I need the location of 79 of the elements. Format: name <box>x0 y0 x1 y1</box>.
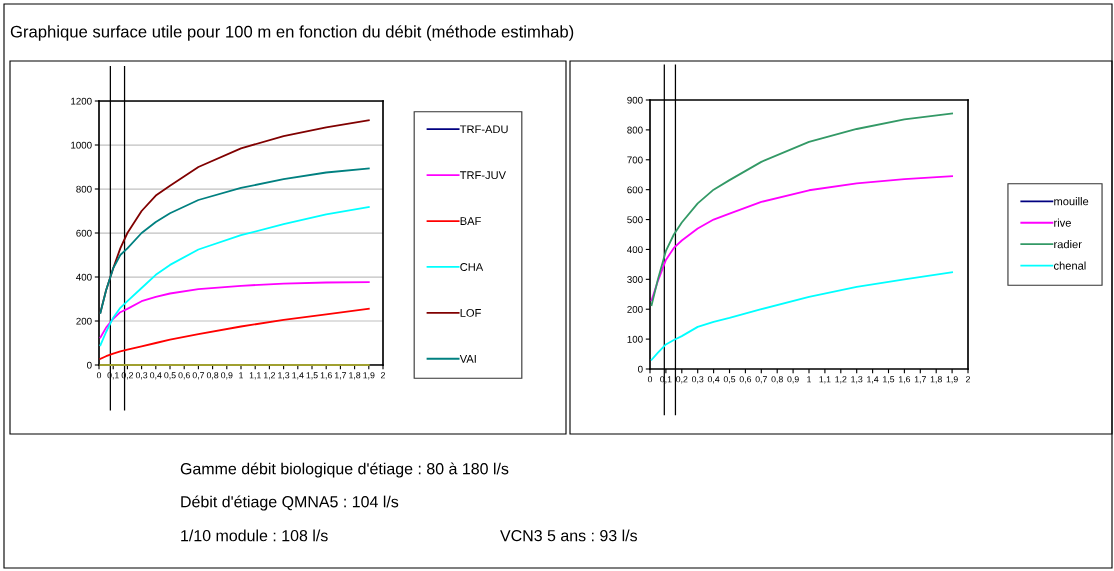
x-tick-label: 0,6 <box>739 376 752 384</box>
line-series <box>99 119 370 314</box>
y-tick-label: 300 <box>627 276 643 283</box>
y-tick-label: 200 <box>76 317 92 325</box>
x-tick-label: 1,1 <box>819 376 831 384</box>
x-tick-label: 0,3 <box>691 376 704 384</box>
legend-label: mouille <box>1054 197 1089 206</box>
y-tick-label: 700 <box>627 156 643 164</box>
x-tick-label: 2 <box>381 372 385 379</box>
text: 1/10 module : 108 l/s <box>181 529 328 542</box>
x-tick-label: 0 <box>96 372 102 379</box>
y-tick-label: 500 <box>627 216 643 224</box>
legend-label: TRF-JUV <box>459 171 506 180</box>
line-series <box>99 206 370 347</box>
line-series <box>650 175 954 302</box>
x-tick-label: 1,1 <box>249 372 261 380</box>
y-tick-label: 200 <box>627 305 643 313</box>
y-tick-label: 600 <box>76 229 92 237</box>
legend-label: BAF <box>460 217 481 225</box>
y-tick-label: 400 <box>627 246 643 254</box>
x-tick-label: 0,8 <box>771 376 783 384</box>
x-tick-label: 1,8 <box>930 376 942 384</box>
x-tick-label: 0,8 <box>206 372 219 380</box>
x-tick-label: 0,7 <box>192 372 205 380</box>
x-tick-label: 0,7 <box>755 376 767 384</box>
x-tick-label: 1,8 <box>349 372 361 380</box>
legend-label: VAI <box>459 355 476 363</box>
x-tick-label: 0,3 <box>135 372 148 380</box>
legend-label: rive <box>1054 218 1071 227</box>
x-tick-label: 1,7 <box>914 376 926 384</box>
x-tick-label: 1,9 <box>363 372 375 380</box>
x-tick-label: 0,5 <box>164 372 176 380</box>
y-tick-label: 0 <box>638 365 643 373</box>
chart-title: Graphique surface utile pour 100 m en fonction du débit (méthode estimhab) <box>10 25 574 41</box>
y-tick-label: 900 <box>627 96 643 104</box>
y-tick-label: 800 <box>76 185 92 193</box>
line-series <box>99 167 370 314</box>
legend-label: LOF <box>460 308 481 317</box>
x-tick-label: 1,5 <box>306 372 318 380</box>
x-tick-label: 0 <box>647 376 653 383</box>
x-tick-label: 1,3 <box>278 372 290 380</box>
x-tick-label: 0,9 <box>787 376 799 384</box>
text: Débit d'étiage QMNA5 : 104 l/s <box>181 495 399 511</box>
y-tick-label: 600 <box>627 186 643 194</box>
line-series <box>99 281 370 339</box>
x-tick-label: 0,4 <box>707 376 720 384</box>
x-tick-label: 1 <box>239 372 244 379</box>
legend-label: chenal <box>1053 261 1086 270</box>
line-series <box>650 271 954 361</box>
text: Gamme débit biologique d'étiage : 80 à 180 l/s <box>180 462 509 478</box>
x-tick-label: 1 <box>807 376 812 383</box>
x-tick-label: 1,2 <box>263 372 276 380</box>
legend-label: TRF-ADU <box>459 125 508 134</box>
x-tick-label: 1,5 <box>883 376 895 384</box>
line-series <box>650 112 954 306</box>
x-tick-label: 0,2 <box>676 376 688 384</box>
x-tick-label: 1,4 <box>292 372 304 380</box>
line-series <box>99 307 370 360</box>
legend-label: radier <box>1054 240 1082 249</box>
x-tick-label: 2 <box>966 376 970 383</box>
y-tick-label: 0 <box>87 361 92 369</box>
y-tick-label: 1000 <box>71 141 92 149</box>
x-tick-label: 0,9 <box>221 372 233 380</box>
y-tick-label: 400 <box>76 273 92 281</box>
text: VCN3 5 ans : 93 l/s <box>500 529 638 542</box>
y-tick-label: 100 <box>627 335 643 343</box>
x-tick-label: 1,6 <box>898 376 911 384</box>
y-tick-label: 1200 <box>71 97 92 105</box>
x-tick-label: 0,4 <box>150 372 162 380</box>
legend-label: CHA <box>460 263 484 271</box>
x-tick-label: 1,2 <box>835 376 847 384</box>
x-tick-label: 1,4 <box>867 376 879 384</box>
x-tick-label: 1,3 <box>851 376 863 384</box>
x-tick-label: 0,5 <box>723 376 736 384</box>
x-tick-label: 0,6 <box>178 372 190 380</box>
y-tick-label: 800 <box>627 126 643 134</box>
x-tick-label: 1,9 <box>946 376 958 384</box>
x-tick-label: 1,7 <box>334 372 347 380</box>
x-tick-label: 1,6 <box>320 372 332 380</box>
